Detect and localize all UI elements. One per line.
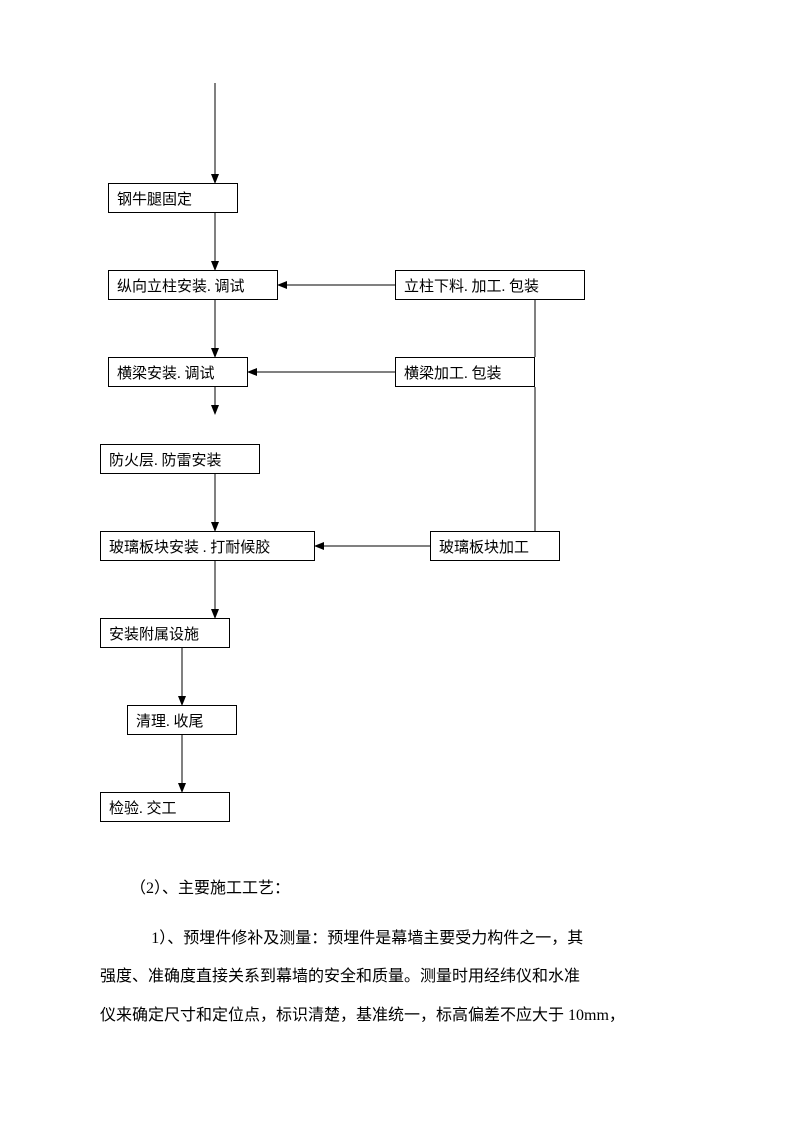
flow-node-n7: 玻璃板块安装 . 打耐候胶: [100, 531, 315, 561]
flow-node-n6: 防火层. 防雷安装: [100, 444, 260, 474]
flow-node-n10: 清理. 收尾: [127, 705, 237, 735]
flow-node-n2: 纵向立柱安装. 调试: [108, 270, 278, 300]
flow-node-n4: 横梁安装. 调试: [108, 357, 248, 387]
para-block: 1）、预埋件修补及测量：预埋件是幕墙主要受力构件之一，其 强度、准确度直接关系到…: [100, 920, 700, 1035]
para-line-3: 仪来确定尺寸和定位点，标识清楚，基准统一，标高偏差不应大于 10mm，: [100, 997, 700, 1035]
para-line-2: 强度、准确度直接关系到幕墙的安全和质量。测量时用经纬仪和水准: [100, 958, 700, 996]
para-line-1: 1）、预埋件修补及测量：预埋件是幕墙主要受力构件之一，其: [100, 920, 700, 958]
flow-node-n9: 安装附属设施: [100, 618, 230, 648]
heading-2: （2）、主要施工工艺：: [130, 870, 690, 908]
flow-node-n1: 钢牛腿固定: [108, 183, 238, 213]
flow-node-n8: 玻璃板块加工: [430, 531, 560, 561]
para-2: （2）、主要施工工艺：: [130, 880, 290, 897]
flow-node-n3: 立柱下料. 加工. 包装: [395, 270, 585, 300]
flow-node-n5: 横梁加工. 包装: [395, 357, 535, 387]
flow-node-n11: 检验. 交工: [100, 792, 230, 822]
